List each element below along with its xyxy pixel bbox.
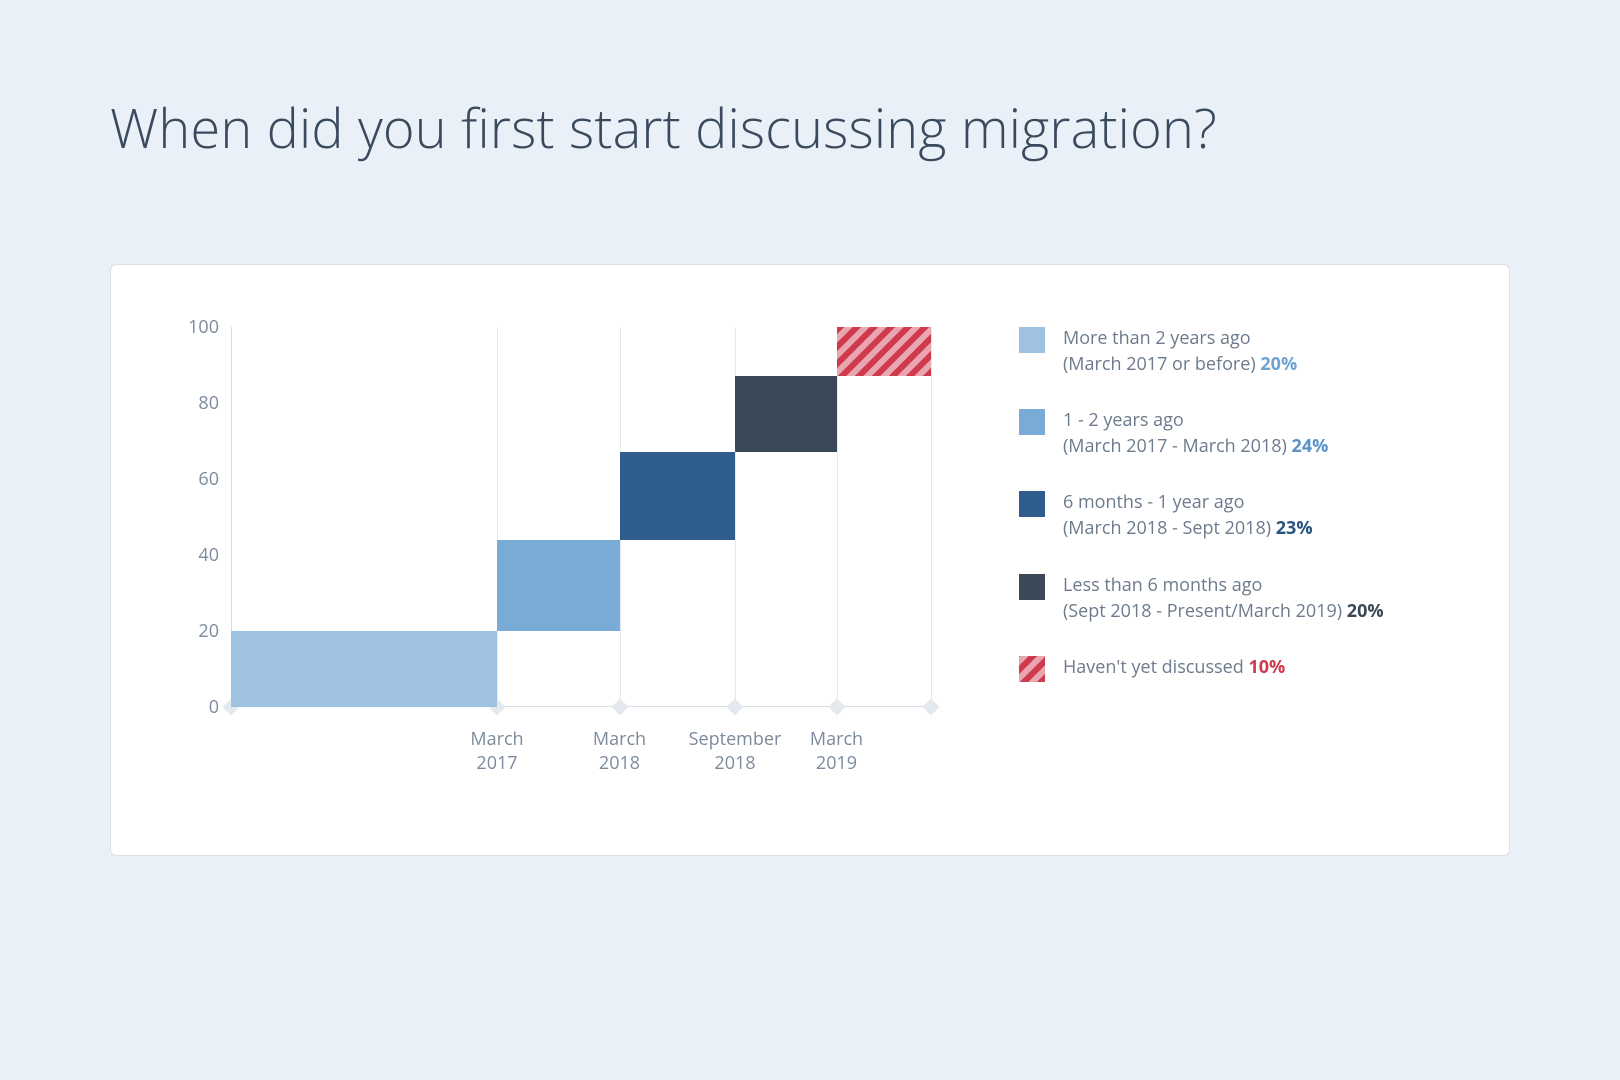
gridline-vertical [497,327,498,707]
legend-item: Less than 6 months ago(Sept 2018 - Prese… [1019,572,1384,624]
legend-text: More than 2 years ago(March 2017 or befo… [1063,325,1297,377]
legend-label-line2: (Sept 2018 - Present/March 2019) 20% [1063,598,1384,624]
legend-label-line1: Haven't yet discussed 10% [1063,654,1285,680]
x-tick-label: March 2018 [593,727,646,776]
legend-swatch [1019,656,1045,682]
chart-segment [837,327,932,376]
legend-label-line1: Less than 6 months ago [1063,572,1384,598]
legend-text: Less than 6 months ago(Sept 2018 - Prese… [1063,572,1384,624]
x-tick-label: March 2019 [810,727,863,776]
legend-swatch [1019,409,1045,435]
legend-label-line2: (March 2017 or before) 20% [1063,351,1297,377]
gridline-vertical [931,327,932,707]
legend-percent: 10% [1248,655,1285,679]
chart-area: 0 20 40 60 80 100 March 2017 March 2018 Septembe… [159,315,949,795]
page-title: When did you first start discussing migr… [110,90,1510,164]
legend-swatch [1019,574,1045,600]
legend-item: More than 2 years ago(March 2017 or befo… [1019,325,1384,377]
chart-segment [497,540,620,631]
legend-item: Haven't yet discussed 10% [1019,654,1384,682]
chart-segment [735,376,837,452]
axis-marker [828,699,845,716]
chart-segment [620,452,736,539]
y-tick-label: 0 [169,695,219,719]
x-tick-label: September 2018 [689,727,782,776]
legend: More than 2 years ago(March 2017 or befo… [1019,315,1384,795]
axis-marker [923,699,940,716]
legend-label-line2: (March 2018 - Sept 2018) 23% [1063,515,1313,541]
y-tick-label: 40 [169,543,219,567]
legend-item: 1 - 2 years ago(March 2017 - March 2018)… [1019,407,1384,459]
legend-percent: 20% [1260,352,1297,376]
axis-marker [727,699,744,716]
x-tick-label: March 2017 [470,727,523,776]
legend-label-line2: (March 2017 - March 2018) 24% [1063,433,1328,459]
axis-marker [611,699,628,716]
legend-percent: 24% [1292,434,1329,458]
y-tick-label: 80 [169,391,219,415]
legend-swatch [1019,491,1045,517]
legend-text: Haven't yet discussed 10% [1063,654,1285,680]
y-tick-label: 60 [169,467,219,491]
gridline-vertical [837,327,838,707]
legend-text: 6 months - 1 year ago(March 2018 - Sept … [1063,489,1313,541]
legend-label-line1: 6 months - 1 year ago [1063,489,1313,515]
legend-label-line1: More than 2 years ago [1063,325,1297,351]
chart-card: 0 20 40 60 80 100 March 2017 March 2018 Septembe… [110,264,1510,856]
page: When did you first start discussing migr… [0,0,1620,1080]
legend-text: 1 - 2 years ago(March 2017 - March 2018)… [1063,407,1328,459]
legend-percent: 23% [1276,516,1313,540]
legend-swatch [1019,327,1045,353]
y-tick-label: 20 [169,619,219,643]
y-tick-label: 100 [169,315,219,339]
legend-item: 6 months - 1 year ago(March 2018 - Sept … [1019,489,1384,541]
plot-region [231,327,931,707]
legend-label-line1: 1 - 2 years ago [1063,407,1328,433]
chart-segment [231,631,497,707]
legend-percent: 20% [1347,599,1384,623]
